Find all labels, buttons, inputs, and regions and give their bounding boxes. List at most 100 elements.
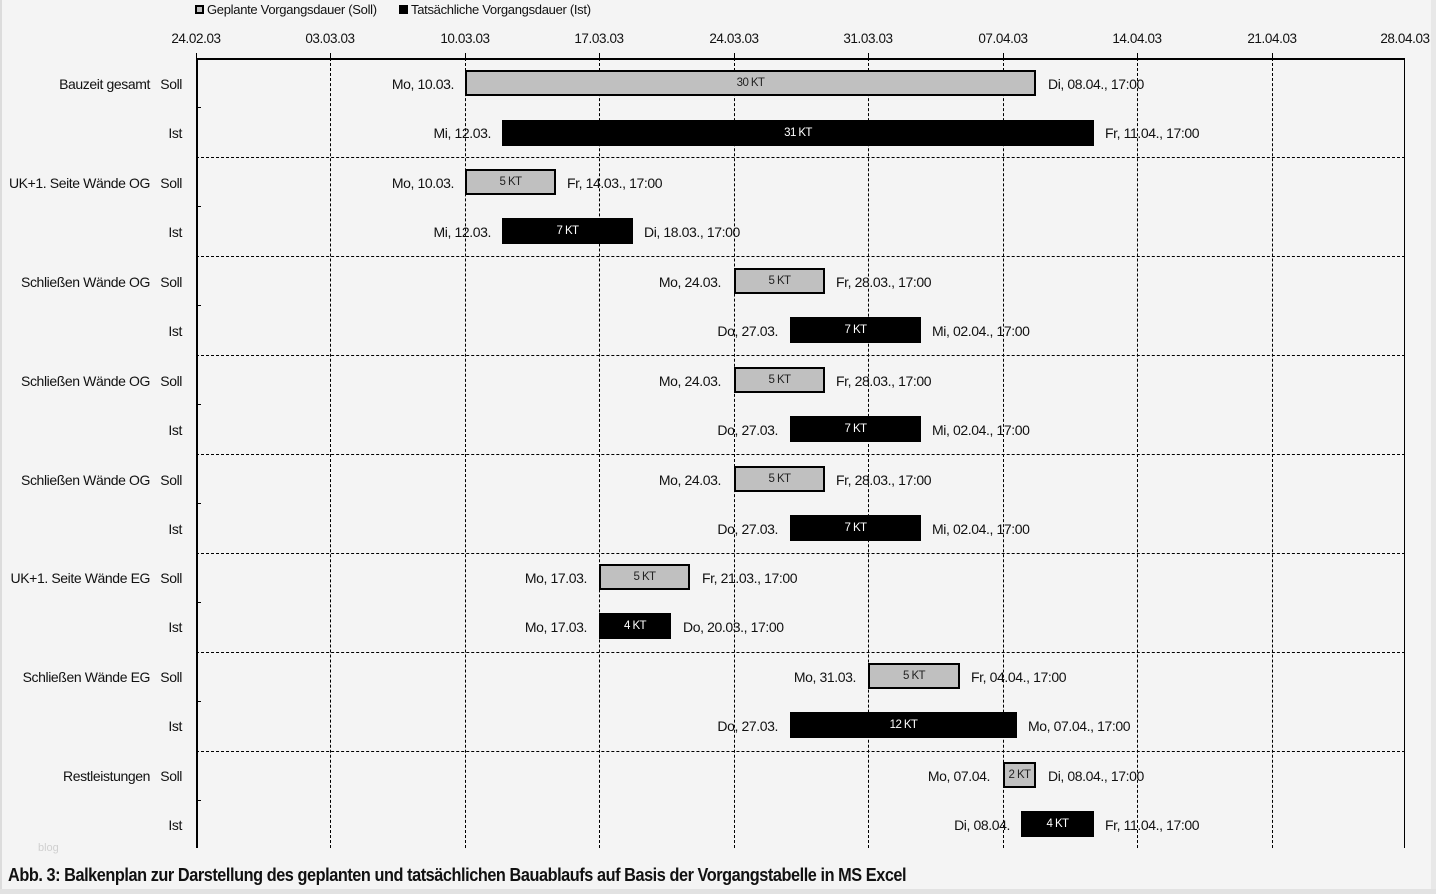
ist-duration: 7 KT bbox=[556, 225, 579, 237]
x-tick-mark bbox=[1137, 53, 1138, 58]
plot-area bbox=[196, 53, 1405, 848]
ist-duration: 7 KT bbox=[844, 522, 867, 534]
soll-start-date: Mo, 10.03. bbox=[391, 76, 455, 92]
task-label: UK+1. Seite Wände EG bbox=[10, 570, 151, 586]
ist-end-date: Di, 18.03., 17:00 bbox=[644, 224, 740, 240]
figure-caption: Abb. 3: Balkenplan zur Darstellung des g… bbox=[8, 864, 907, 885]
x-tick-label: 07.04.03 bbox=[978, 31, 1028, 46]
soll-label: Soll bbox=[160, 76, 182, 92]
soll-start-date: Mo, 10.03. bbox=[391, 175, 455, 191]
ist-end-date: Mi, 02.04., 17:00 bbox=[932, 323, 1030, 339]
soll-end-date: Fr, 21.03., 17:00 bbox=[702, 570, 798, 586]
soll-end-date: Di, 08.04., 17:00 bbox=[1048, 768, 1144, 784]
soll-start-date: Mo, 07.04. bbox=[927, 768, 991, 784]
soll-bar: 5 KT bbox=[734, 268, 825, 294]
frame-right-border bbox=[1431, 0, 1436, 894]
task-label: Schließen Wände OG bbox=[21, 472, 150, 488]
ist-bar: 4 KT bbox=[599, 613, 671, 639]
h-gridline bbox=[196, 652, 1405, 653]
legend-label-soll: Geplante Vorgangsdauer (Soll) bbox=[207, 2, 377, 17]
ist-label: Ist bbox=[168, 422, 182, 438]
ist-duration: 4 KT bbox=[624, 620, 646, 632]
soll-duration: 5 KT bbox=[633, 571, 656, 583]
ist-bar: 4 KT bbox=[1021, 811, 1094, 837]
x-tick-label: 24.03.03 bbox=[709, 31, 759, 46]
soll-label: Soll bbox=[160, 373, 182, 389]
v-gridline bbox=[1003, 58, 1004, 848]
ist-end-date: Fr, 11.04., 17:00 bbox=[1105, 817, 1200, 833]
x-tick-label: 03.03.03 bbox=[305, 31, 355, 46]
soll-start-date: Mo, 17.03. bbox=[524, 570, 588, 586]
y-tick-mark bbox=[196, 305, 201, 306]
soll-end-date: Fr, 28.03., 17:00 bbox=[836, 373, 932, 389]
ist-duration: 12 KT bbox=[889, 719, 918, 731]
ist-label: Ist bbox=[168, 323, 182, 339]
soll-start-date: Mo, 24.03. bbox=[658, 373, 722, 389]
x-tick-mark bbox=[1272, 53, 1273, 58]
soll-bar: 5 KT bbox=[465, 169, 556, 195]
ist-label: Ist bbox=[168, 224, 182, 240]
soll-label: Soll bbox=[160, 175, 182, 191]
x-tick-label: 24.02.03 bbox=[171, 31, 221, 46]
h-gridline bbox=[196, 553, 1405, 554]
x-tick-label: 17.03.03 bbox=[574, 31, 624, 46]
soll-duration: 5 KT bbox=[768, 275, 791, 287]
y-tick-mark bbox=[196, 206, 201, 207]
ist-end-date: Fr, 11.04., 17:00 bbox=[1105, 125, 1200, 141]
soll-bar: 2 KT bbox=[1003, 762, 1036, 788]
soll-duration: 5 KT bbox=[768, 473, 791, 485]
ist-bar: 12 KT bbox=[790, 712, 1017, 738]
legend-label-ist: Tatsächliche Vorgangsdauer (Ist) bbox=[411, 2, 591, 17]
x-tick-mark bbox=[196, 53, 197, 58]
soll-start-date: Mo, 24.03. bbox=[658, 274, 722, 290]
plot-right-border bbox=[1403, 58, 1405, 848]
ist-swatch-icon bbox=[399, 5, 408, 14]
soll-label: Soll bbox=[160, 570, 182, 586]
soll-duration: 2 KT bbox=[1008, 769, 1031, 781]
soll-end-date: Fr, 28.03., 17:00 bbox=[836, 274, 932, 290]
ist-duration: 7 KT bbox=[844, 324, 867, 336]
ist-start-date: Mi, 12.03. bbox=[433, 224, 492, 240]
soll-end-date: Fr, 04.04., 17:00 bbox=[971, 669, 1067, 685]
legend-item-soll: Geplante Vorgangsdauer (Soll) bbox=[195, 2, 377, 17]
soll-label: Soll bbox=[160, 768, 182, 784]
soll-end-date: Di, 08.04., 17:00 bbox=[1048, 76, 1144, 92]
ist-label: Ist bbox=[168, 619, 182, 635]
soll-bar: 5 KT bbox=[599, 564, 690, 590]
soll-duration: 5 KT bbox=[903, 670, 925, 682]
x-tick-mark bbox=[599, 53, 600, 58]
x-tick-mark bbox=[1003, 53, 1004, 58]
h-gridline bbox=[196, 355, 1405, 356]
soll-bar: 30 KT bbox=[465, 70, 1036, 96]
ist-end-date: Do, 20.03., 17:00 bbox=[683, 619, 784, 635]
x-tick-mark bbox=[330, 53, 331, 58]
ist-start-date: Di, 08.04. bbox=[954, 817, 1010, 833]
y-tick-mark bbox=[196, 800, 201, 801]
x-tick-label: 28.04.03 bbox=[1380, 31, 1430, 46]
x-tick-label: 14.04.03 bbox=[1112, 31, 1162, 46]
ist-label: Ist bbox=[168, 521, 182, 537]
task-label: UK+1. Seite Wände OG bbox=[8, 175, 150, 191]
legend-item-ist: Tatsächliche Vorgangsdauer (Ist) bbox=[399, 2, 591, 17]
h-gridline bbox=[196, 751, 1405, 752]
soll-start-date: Mo, 31.03. bbox=[793, 669, 857, 685]
v-gridline bbox=[868, 58, 869, 848]
ist-duration: 7 KT bbox=[844, 423, 867, 435]
x-tick-mark bbox=[868, 53, 869, 58]
soll-end-date: Fr, 28.03., 17:00 bbox=[836, 472, 932, 488]
v-gridline bbox=[734, 58, 735, 848]
h-gridline bbox=[196, 454, 1405, 455]
ist-duration: 31 KT bbox=[784, 127, 812, 139]
soll-duration: 30 KT bbox=[736, 77, 765, 89]
ist-start-date: Do, 27.03. bbox=[717, 521, 778, 537]
ist-label: Ist bbox=[168, 817, 182, 833]
soll-duration: 5 KT bbox=[499, 176, 522, 188]
ist-bar: 7 KT bbox=[790, 317, 921, 343]
y-tick-mark bbox=[196, 404, 201, 405]
ist-label: Ist bbox=[168, 718, 182, 734]
watermark: blog bbox=[38, 842, 59, 854]
ist-end-date: Mi, 02.04., 17:00 bbox=[932, 521, 1030, 537]
frame-bottom-border bbox=[0, 889, 1436, 894]
ist-start-date: Do, 27.03. bbox=[717, 422, 778, 438]
x-tick-mark bbox=[465, 53, 466, 58]
